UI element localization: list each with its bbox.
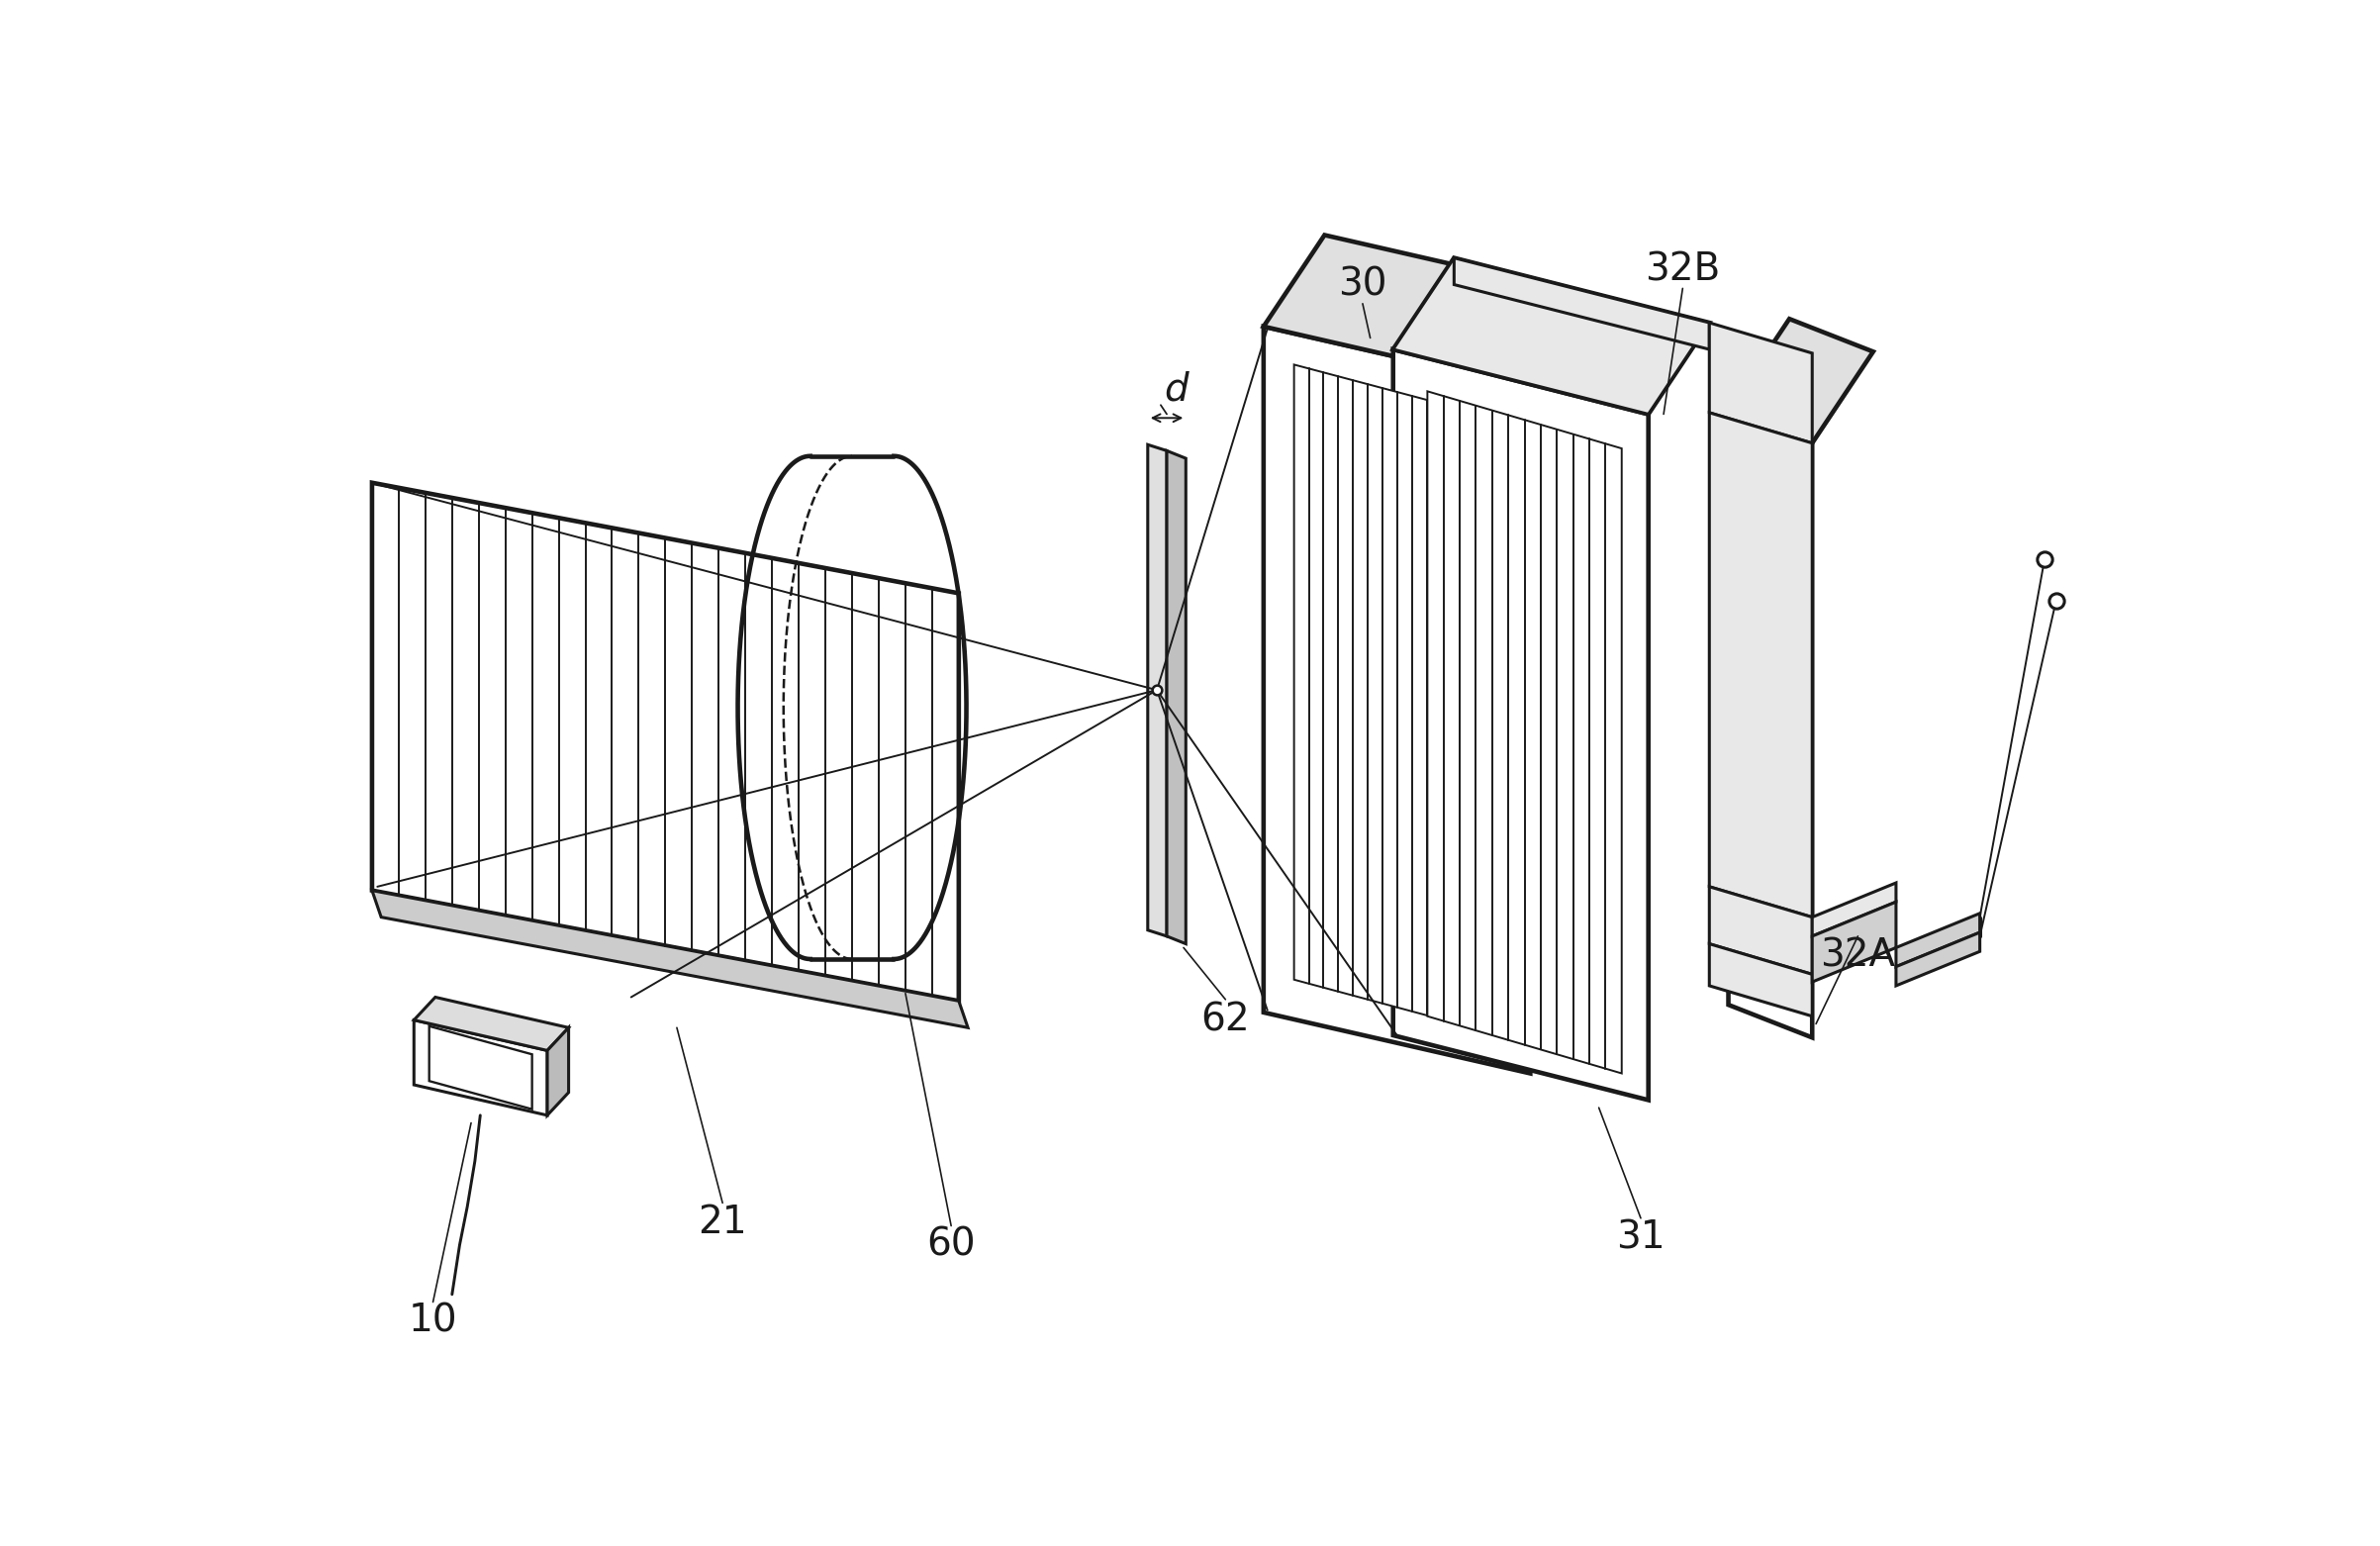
Polygon shape xyxy=(1709,323,1811,444)
Polygon shape xyxy=(1811,883,1897,937)
Polygon shape xyxy=(1897,914,1980,966)
Text: 60: 60 xyxy=(926,1226,976,1263)
Text: d: d xyxy=(1164,371,1188,408)
Polygon shape xyxy=(547,1028,569,1115)
Polygon shape xyxy=(1392,258,1709,414)
Polygon shape xyxy=(1264,235,1592,388)
Polygon shape xyxy=(1709,943,1811,1016)
Polygon shape xyxy=(1264,326,1530,1073)
Polygon shape xyxy=(1166,451,1185,943)
Text: 10: 10 xyxy=(409,1302,457,1340)
Text: 21: 21 xyxy=(697,1203,747,1241)
Polygon shape xyxy=(1295,365,1516,1039)
Text: 32B: 32B xyxy=(1645,250,1721,288)
Text: 30: 30 xyxy=(1338,266,1388,303)
Text: 32A: 32A xyxy=(1821,937,1894,974)
Polygon shape xyxy=(1428,391,1621,1073)
Polygon shape xyxy=(414,997,569,1051)
Polygon shape xyxy=(1811,901,1897,982)
Polygon shape xyxy=(1392,349,1649,1101)
Text: 62: 62 xyxy=(1202,1002,1250,1039)
Polygon shape xyxy=(1147,445,1166,937)
Polygon shape xyxy=(1897,932,1980,986)
Polygon shape xyxy=(428,1027,533,1108)
Polygon shape xyxy=(1454,258,1709,349)
Polygon shape xyxy=(371,890,969,1028)
Polygon shape xyxy=(1709,887,1811,974)
Polygon shape xyxy=(414,1020,547,1115)
Text: 31: 31 xyxy=(1616,1218,1666,1255)
Polygon shape xyxy=(1392,258,1709,414)
Polygon shape xyxy=(1728,410,1811,1037)
Polygon shape xyxy=(1728,318,1873,444)
Polygon shape xyxy=(1709,413,1811,917)
Polygon shape xyxy=(371,482,959,1000)
